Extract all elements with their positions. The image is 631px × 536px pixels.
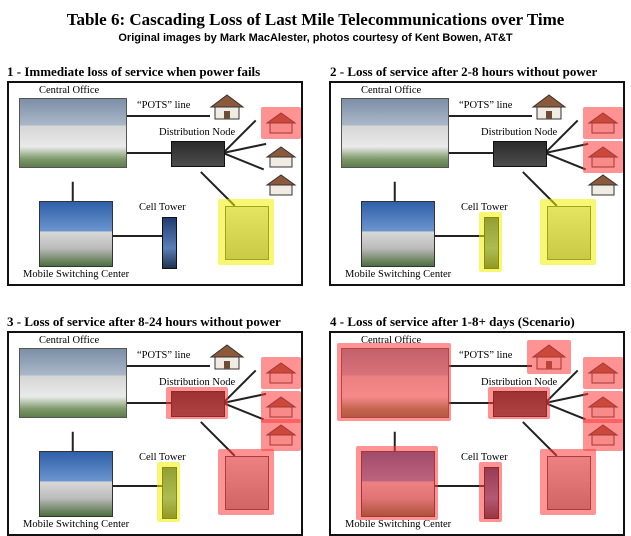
msc-to-tower-line — [433, 235, 485, 237]
msc-building — [361, 201, 435, 267]
house2-highlight — [583, 391, 623, 423]
house2-icon — [265, 146, 297, 168]
panel-4: Central Office “POTS” line Distribution … — [329, 331, 625, 536]
node-to-house3-line — [544, 152, 587, 170]
house1-highlight — [583, 357, 623, 389]
distribution-node-label: Distribution Node — [481, 377, 558, 388]
node-to-house3-line — [222, 152, 265, 170]
panel-2: Central Office “POTS” line Distribution … — [329, 81, 625, 286]
node-to-house3-line — [222, 402, 265, 420]
house1-highlight — [261, 357, 301, 389]
office-to-node-line — [447, 402, 493, 404]
distribution-node-icon — [493, 141, 547, 167]
pots-house-icon — [531, 94, 567, 120]
central-office-building — [19, 348, 127, 418]
central-office-label: Central Office — [39, 335, 100, 346]
pots-line-connector — [125, 365, 210, 367]
cabinet-highlight — [218, 449, 274, 515]
msc-to-tower-line — [433, 485, 485, 487]
distribution-node-highlight — [166, 387, 228, 419]
panel-1-title: 1 - Immediate loss of service when power… — [7, 64, 261, 79]
office-to-node-line — [125, 402, 171, 404]
central-office-building — [19, 98, 127, 168]
panel-1: Central Office “POTS” line Distribution … — [7, 81, 303, 286]
pots-line-label: “POTS” line — [459, 350, 513, 361]
central-office-label: Central Office — [361, 85, 422, 96]
cabinet-highlight — [218, 199, 274, 265]
panel-2-title: 2 - Loss of service after 2-8 hours with… — [330, 64, 598, 79]
house3-icon — [265, 174, 297, 196]
cell-tower-highlight — [479, 462, 502, 522]
office-to-node-line — [125, 152, 171, 154]
msc-highlight — [356, 446, 438, 520]
distribution-node-label: Distribution Node — [159, 127, 236, 138]
pots-line-connector — [447, 115, 532, 117]
house1-highlight — [583, 107, 623, 139]
office-to-node-line — [447, 152, 493, 154]
cell-tower-icon — [162, 217, 177, 269]
msc-label: Mobile Switching Center — [23, 269, 130, 280]
pots-line-connector — [125, 115, 210, 117]
msc-label: Mobile Switching Center — [23, 519, 130, 530]
pots-line-connector — [447, 365, 532, 367]
cell-tower-highlight — [479, 212, 502, 272]
pots-house-icon — [209, 94, 245, 120]
central-office-label: Central Office — [361, 335, 422, 346]
cabinet-highlight — [540, 449, 596, 515]
house3-highlight — [261, 419, 301, 451]
panel-4-title: 4 - Loss of service after 1-8+ days (Sce… — [330, 314, 575, 329]
pots-house-icon — [209, 344, 245, 370]
cabinet-highlight — [540, 199, 596, 265]
distribution-node-highlight — [488, 387, 550, 419]
house1-highlight — [261, 107, 301, 139]
cell-tower-label: Cell Tower — [461, 452, 508, 463]
figure-title: Table 6: Cascading Loss of Last Mile Tel… — [66, 10, 565, 29]
pots-house-highlight — [527, 340, 571, 374]
pots-line-label: “POTS” line — [137, 350, 191, 361]
msc-building — [39, 201, 113, 267]
house2-highlight — [583, 141, 623, 173]
panel-3: Central Office “POTS” line Distribution … — [7, 331, 303, 536]
pots-line-label: “POTS” line — [459, 100, 513, 111]
msc-building — [39, 451, 113, 517]
distribution-node-icon — [171, 141, 225, 167]
house2-highlight — [261, 391, 301, 423]
cell-tower-label: Cell Tower — [139, 452, 186, 463]
msc-label: Mobile Switching Center — [345, 269, 452, 280]
node-to-house3-line — [544, 402, 587, 420]
central-office-building — [341, 98, 449, 168]
house3-icon — [587, 174, 619, 196]
cell-tower-highlight — [157, 462, 180, 522]
msc-to-tower-line — [111, 235, 163, 237]
pots-line-label: “POTS” line — [137, 100, 191, 111]
panel-3-title: 3 - Loss of service after 8-24 hours wit… — [7, 314, 281, 329]
figure-subtitle: Original images by Mark MacAlester, phot… — [118, 32, 513, 44]
central-office-highlight — [337, 343, 451, 421]
msc-label: Mobile Switching Center — [345, 519, 452, 530]
distribution-node-label: Distribution Node — [481, 127, 558, 138]
central-office-label: Central Office — [39, 85, 100, 96]
house3-highlight — [583, 419, 623, 451]
cell-tower-label: Cell Tower — [139, 202, 186, 213]
msc-to-tower-line — [111, 485, 163, 487]
distribution-node-label: Distribution Node — [159, 377, 236, 388]
cell-tower-label: Cell Tower — [461, 202, 508, 213]
